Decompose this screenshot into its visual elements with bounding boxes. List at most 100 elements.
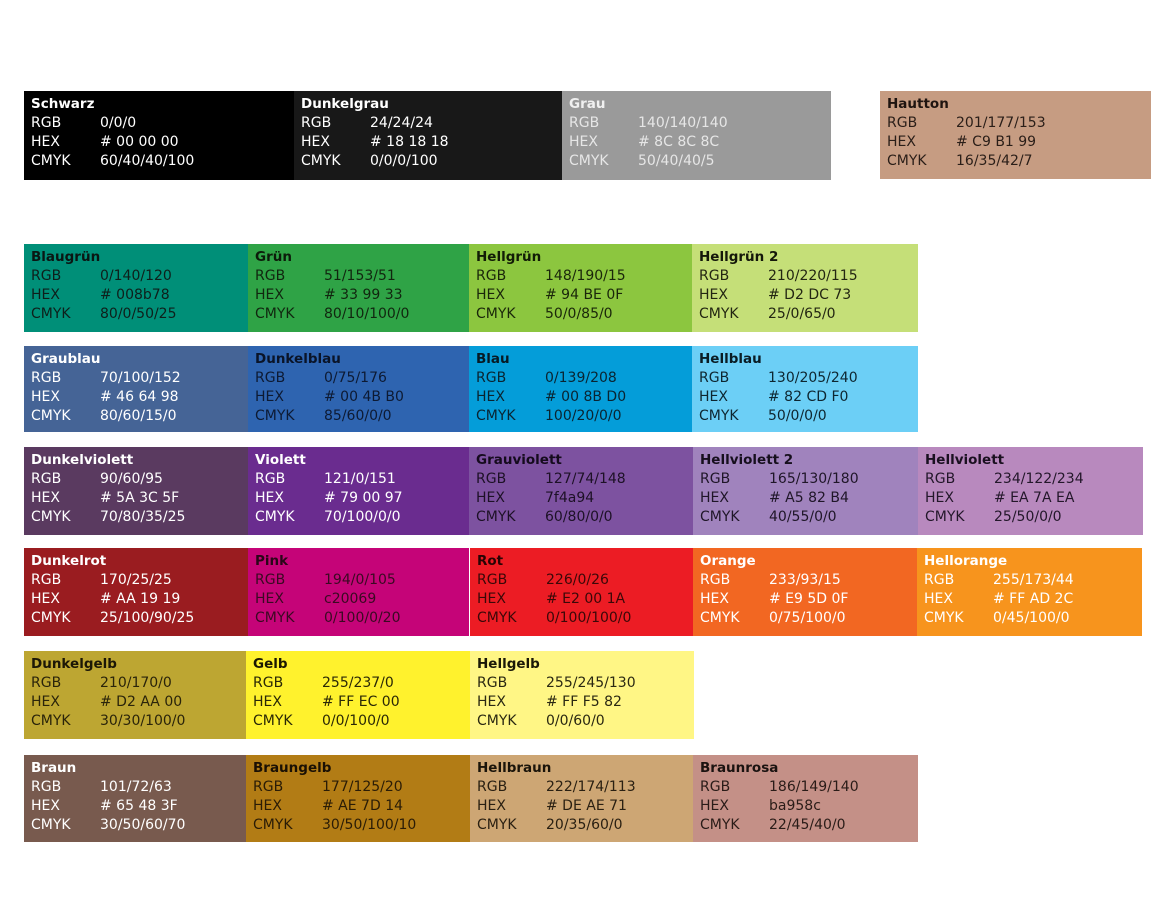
cmyk-label: CMYK: [700, 610, 740, 626]
rgb-value: 234/122/234: [994, 471, 1084, 487]
hex-label: HEX: [31, 798, 60, 814]
cmyk-label: CMYK: [925, 509, 965, 525]
rgb-label: RGB: [31, 471, 62, 487]
swatch-name: Dunkelgelb: [31, 656, 117, 672]
cmyk-value: 30/30/100/0: [100, 713, 186, 729]
hex-row: HEX # 008b78: [31, 286, 248, 305]
rgb-row: RGB 148/190/15: [476, 267, 692, 286]
cmyk-value: 80/0/50/25: [100, 306, 177, 322]
cmyk-label: CMYK: [477, 713, 517, 729]
swatch-name: Hellblau: [699, 351, 762, 367]
rgb-label: RGB: [255, 268, 286, 284]
hex-row: HEX 7f4a94: [476, 489, 693, 508]
rgb-label: RGB: [924, 572, 955, 588]
hex-row: HEX # 94 BE 0F: [476, 286, 692, 305]
swatch-hellviolett: Hellviolett RGB 234/122/234 HEX # EA 7A EA CM…: [918, 447, 1143, 535]
cmyk-row: CMYK 0/0/100/0: [253, 712, 470, 731]
hex-label: HEX: [925, 490, 954, 506]
cmyk-label: CMYK: [31, 153, 71, 169]
rgb-row: RGB 70/100/152: [31, 369, 248, 388]
swatch-name: Grau: [569, 96, 606, 112]
rgb-value: 51/153/51: [324, 268, 396, 284]
hex-row: HEX # FF AD 2C: [924, 590, 1142, 609]
swatch-dunkelrot: Dunkelrot RGB 170/25/25 HEX # AA 19 19 CMYK 25…: [24, 548, 248, 636]
swatch-rot: Rot RGB 226/0/26 HEX # E2 00 1A CMYK 0/100/100…: [470, 548, 693, 636]
rgb-label: RGB: [476, 471, 507, 487]
hex-value: # E9 5D 0F: [769, 591, 849, 607]
hex-label: HEX: [699, 287, 728, 303]
hex-row: HEX ba958c: [700, 797, 918, 816]
rgb-row: RGB 255/237/0: [253, 674, 470, 693]
hex-row: HEX # 5A 3C 5F: [31, 489, 248, 508]
rgb-value: 0/0/0: [100, 115, 137, 131]
cmyk-label: CMYK: [476, 509, 516, 525]
rgb-value: 148/190/15: [545, 268, 626, 284]
hex-value: # A5 82 B4: [769, 490, 849, 506]
swatch-hellviolett-2: Hellviolett 2 RGB 165/130/180 HEX # A5 82 B4…: [693, 447, 918, 535]
rgb-label: RGB: [477, 572, 508, 588]
hex-label: HEX: [31, 591, 60, 607]
rgb-row: RGB 194/0/105: [255, 571, 469, 590]
rgb-label: RGB: [255, 572, 286, 588]
rgb-value: 0/140/120: [100, 268, 172, 284]
hex-value: # 008b78: [100, 287, 170, 303]
cmyk-label: CMYK: [700, 817, 740, 833]
rgb-value: 0/75/176: [324, 370, 387, 386]
hex-value: # E2 00 1A: [546, 591, 626, 607]
swatch-hellgruen: Hellgrün RGB 148/190/15 HEX # 94 BE 0F CMYK 50…: [469, 244, 692, 332]
hex-label: HEX: [476, 389, 505, 405]
cmyk-label: CMYK: [255, 306, 295, 322]
hex-label: HEX: [569, 134, 598, 150]
hex-row: HEX # 33 99 33: [255, 286, 469, 305]
rgb-label: RGB: [925, 471, 956, 487]
rgb-label: RGB: [255, 471, 286, 487]
cmyk-value: 30/50/60/70: [100, 817, 186, 833]
hex-label: HEX: [255, 287, 284, 303]
swatch-name: Orange: [700, 553, 756, 569]
rgb-value: 130/205/240: [768, 370, 858, 386]
hex-row: HEX # C9 B1 99: [887, 133, 1151, 152]
rgb-value: 24/24/24: [370, 115, 433, 131]
rgb-label: RGB: [699, 370, 730, 386]
hex-row: HEX # FF EC 00: [253, 693, 470, 712]
cmyk-row: CMYK 16/35/42/7: [887, 152, 1151, 171]
rgb-value: 226/0/26: [546, 572, 609, 588]
rgb-row: RGB 101/72/63: [31, 778, 248, 797]
rgb-value: 70/100/152: [100, 370, 181, 386]
cmyk-value: 25/100/90/25: [100, 610, 195, 626]
rgb-label: RGB: [700, 572, 731, 588]
hex-value: # 79 00 97: [324, 490, 403, 506]
cmyk-label: CMYK: [924, 610, 964, 626]
swatch-dunkelgelb: Dunkelgelb RGB 210/170/0 HEX # D2 AA 00 CMYK 3…: [24, 651, 248, 739]
cmyk-label: CMYK: [699, 306, 739, 322]
cmyk-value: 80/60/15/0: [100, 408, 177, 424]
rgb-row: RGB 24/24/24: [301, 114, 562, 133]
hex-row: HEX # 79 00 97: [255, 489, 469, 508]
rgb-row: RGB 177/125/20: [253, 778, 470, 797]
hex-value: ba958c: [769, 798, 821, 814]
hex-row: HEX # 8C 8C 8C: [569, 133, 831, 152]
cmyk-label: CMYK: [255, 509, 295, 525]
swatch-blau: Blau RGB 0/139/208 HEX # 00 8B D0 CMYK 100/20/…: [469, 346, 692, 432]
cmyk-value: 85/60/0/0: [324, 408, 392, 424]
rgb-value: 194/0/105: [324, 572, 396, 588]
rgb-value: 233/93/15: [769, 572, 841, 588]
rgb-row: RGB 210/170/0: [31, 674, 248, 693]
swatch-name: Dunkelgrau: [301, 96, 389, 112]
swatch-name: Grauviolett: [476, 452, 562, 468]
rgb-label: RGB: [476, 268, 507, 284]
rgb-row: RGB 201/177/153: [887, 114, 1151, 133]
cmyk-label: CMYK: [31, 306, 71, 322]
swatch-name: Braunrosa: [700, 760, 779, 776]
hex-row: HEX # FF F5 82: [477, 693, 694, 712]
swatch-dunkelviolett: Dunkelviolett RGB 90/60/95 HEX # 5A 3C 5F CMY…: [24, 447, 248, 535]
swatch-orange: Orange RGB 233/93/15 HEX # E9 5D 0F CMYK 0/75/…: [693, 548, 918, 636]
cmyk-value: 0/75/100/0: [769, 610, 846, 626]
cmyk-value: 0/100/100/0: [546, 610, 632, 626]
hex-row: HEX # 46 64 98: [31, 388, 248, 407]
cmyk-value: 16/35/42/7: [956, 153, 1033, 169]
hex-row: HEX c20069: [255, 590, 469, 609]
hex-value: # 46 64 98: [100, 389, 179, 405]
hex-value: # FF EC 00: [322, 694, 400, 710]
hex-label: HEX: [255, 389, 284, 405]
